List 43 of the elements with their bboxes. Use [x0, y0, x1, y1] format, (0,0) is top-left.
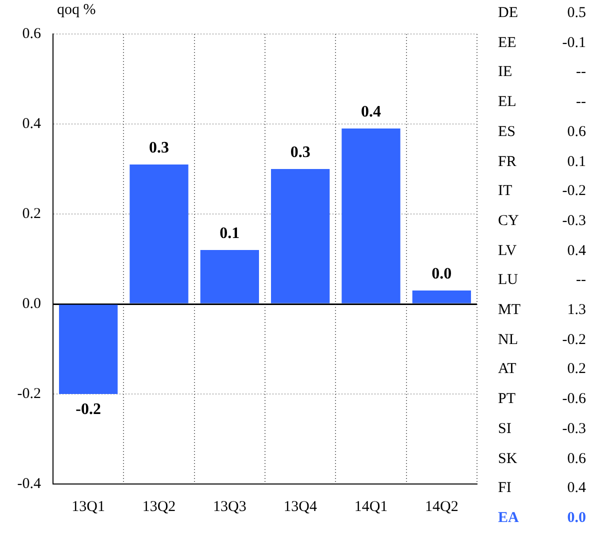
text: IE -- — [498, 64, 586, 80]
text: MT 1.3 — [498, 302, 586, 318]
text: EL -- — [498, 94, 586, 110]
text: 0.6 — [22, 26, 41, 42]
data-label: 0.3 — [290, 144, 310, 162]
y-axis-title: qoq % — [57, 2, 96, 19]
text: ES 0.6 — [498, 124, 586, 140]
text: -0.4 — [17, 476, 41, 492]
text: AT 0.2 — [498, 361, 586, 378]
data-label: 0.4 — [361, 104, 381, 121]
text: CY -0.3 — [498, 212, 586, 229]
text: SI -0.3 — [498, 420, 586, 437]
text: LV 0.4 — [498, 242, 586, 259]
text: IT -0.2 — [498, 183, 586, 200]
bar — [59, 304, 118, 394]
text: 0.4 — [22, 116, 41, 132]
x-tick-label: 13Q4 — [284, 498, 318, 515]
text: 0.0 — [22, 296, 41, 312]
text: FR 0.1 — [498, 154, 586, 170]
text: 0.2 — [22, 206, 41, 222]
text: DE 0.5 — [498, 5, 586, 21]
text: EA 0.0 — [498, 510, 586, 526]
text: LU -- — [498, 272, 586, 288]
text: NL -0.2 — [498, 332, 586, 348]
text: FI 0.4 — [498, 480, 586, 496]
data-label: 0.0 — [432, 266, 452, 283]
bar — [130, 164, 188, 304]
x-tick-label: 13Q1 — [72, 498, 106, 515]
text: PT -0.6 — [498, 391, 586, 408]
bar — [271, 169, 330, 304]
bar — [342, 128, 400, 304]
x-tick-label: 14Q2 — [424, 498, 458, 515]
x-tick-label: 14Q1 — [354, 498, 388, 515]
text: SK 0.6 — [498, 450, 586, 467]
bar — [412, 290, 471, 304]
bar — [200, 250, 259, 304]
data-label: 0.1 — [220, 225, 240, 242]
x-tick-label: 13Q3 — [212, 498, 246, 515]
x-tick-label: 13Q2 — [142, 498, 176, 515]
text: EE -0.1 — [498, 34, 586, 51]
data-label: 0.3 — [149, 140, 169, 157]
text: -0.2 — [17, 386, 41, 402]
data-label: -0.2 — [76, 401, 101, 418]
